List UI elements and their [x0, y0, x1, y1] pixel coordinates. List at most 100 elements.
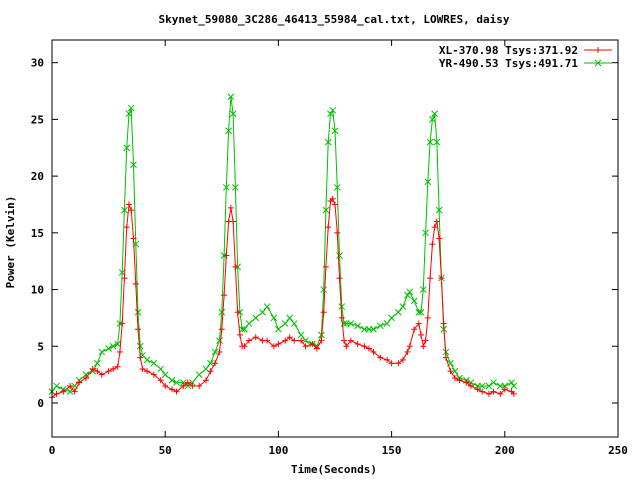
- x-axis-label: Time(Seconds): [291, 463, 377, 476]
- data-point: [501, 382, 509, 390]
- data-point: [429, 241, 436, 248]
- data-point: [134, 308, 142, 316]
- data-point: [207, 368, 214, 375]
- data-point: [227, 93, 235, 101]
- chart-title: Skynet_59080_3C286_46413_55984_cal.txt, …: [159, 13, 510, 26]
- data-point: [82, 371, 90, 378]
- data-point: [406, 343, 413, 350]
- data-point: [144, 368, 151, 375]
- legend-marker: [594, 59, 602, 67]
- data-point: [168, 376, 176, 384]
- data-point: [229, 110, 237, 118]
- data-point: [121, 275, 128, 282]
- data-point: [139, 365, 146, 372]
- data-point: [168, 386, 175, 393]
- data-point: [478, 382, 486, 390]
- data-point: [431, 110, 438, 118]
- data-point: [227, 204, 234, 211]
- data-point: [415, 308, 423, 316]
- data-point: [150, 359, 158, 367]
- data-point: [322, 206, 330, 214]
- data-point: [135, 326, 142, 333]
- data-point: [53, 390, 60, 397]
- data-point: [361, 343, 368, 350]
- data-point: [406, 288, 414, 296]
- data-point: [338, 303, 346, 310]
- data-point: [508, 379, 515, 386]
- x-tick-label: 100: [268, 444, 288, 457]
- data-point: [336, 275, 343, 282]
- data-point: [341, 337, 348, 344]
- data-point: [320, 309, 327, 316]
- data-point: [388, 314, 395, 322]
- data-point: [370, 348, 377, 355]
- legend-label-xl: XL-370.98 Tsys:371.92: [439, 44, 578, 57]
- legend-marker-glyph: [594, 59, 602, 67]
- data-point: [309, 340, 316, 347]
- legend: XL-370.98 Tsys:371.92 YR-490.53 Tsys:491…: [439, 44, 612, 70]
- data-point: [173, 379, 180, 386]
- data-point: [426, 138, 434, 146]
- data-point: [485, 382, 493, 390]
- data-point: [241, 343, 248, 350]
- data-point: [313, 345, 320, 352]
- data-point: [216, 348, 223, 355]
- data-point: [451, 367, 459, 375]
- data-point: [399, 356, 406, 363]
- data-point: [365, 345, 372, 352]
- data-point: [202, 377, 209, 384]
- data-point: [270, 343, 277, 350]
- data-point: [196, 382, 203, 389]
- data-point: [136, 342, 144, 350]
- data-point: [442, 354, 449, 361]
- data-point: [433, 138, 441, 146]
- data-point: [98, 348, 106, 356]
- data-point: [338, 314, 345, 321]
- data-point: [395, 308, 402, 316]
- plot-frame: [51, 39, 619, 438]
- data-point: [67, 382, 74, 389]
- data-point: [245, 337, 252, 344]
- data-point: [456, 377, 463, 384]
- data-point: [125, 201, 132, 208]
- data-point: [510, 390, 517, 397]
- data-point: [474, 386, 481, 393]
- data-point: [438, 275, 445, 282]
- data-point: [127, 104, 135, 112]
- data-point: [236, 331, 243, 338]
- data-point: [225, 127, 232, 135]
- data-point: [290, 320, 298, 327]
- data-point: [105, 345, 112, 352]
- data-point: [354, 340, 361, 347]
- x-tick-label: 200: [495, 444, 515, 457]
- data-point: [302, 337, 309, 344]
- plot-series: [48, 93, 518, 401]
- data-point: [119, 320, 126, 327]
- data-point: [222, 184, 230, 191]
- data-point: [275, 325, 282, 333]
- data-point: [485, 390, 492, 397]
- data-point: [370, 325, 377, 333]
- data-point: [98, 371, 105, 378]
- data-point: [490, 388, 497, 395]
- data-point: [130, 161, 137, 169]
- data-point: [440, 320, 447, 327]
- y-tick-label: 10: [31, 284, 44, 297]
- data-point: [420, 343, 427, 350]
- data-point: [157, 365, 165, 373]
- data-point: [302, 343, 309, 350]
- data-point: [383, 320, 391, 327]
- x-tick-label: 50: [159, 444, 172, 457]
- data-point: [424, 178, 432, 186]
- data-point: [411, 326, 418, 333]
- data-point: [218, 308, 226, 316]
- data-point: [384, 356, 391, 363]
- data-point: [501, 386, 508, 393]
- data-point: [282, 337, 289, 344]
- data-point: [399, 303, 407, 310]
- x-tick-label: 150: [382, 444, 402, 457]
- data-point: [320, 286, 328, 293]
- data-point: [143, 356, 151, 364]
